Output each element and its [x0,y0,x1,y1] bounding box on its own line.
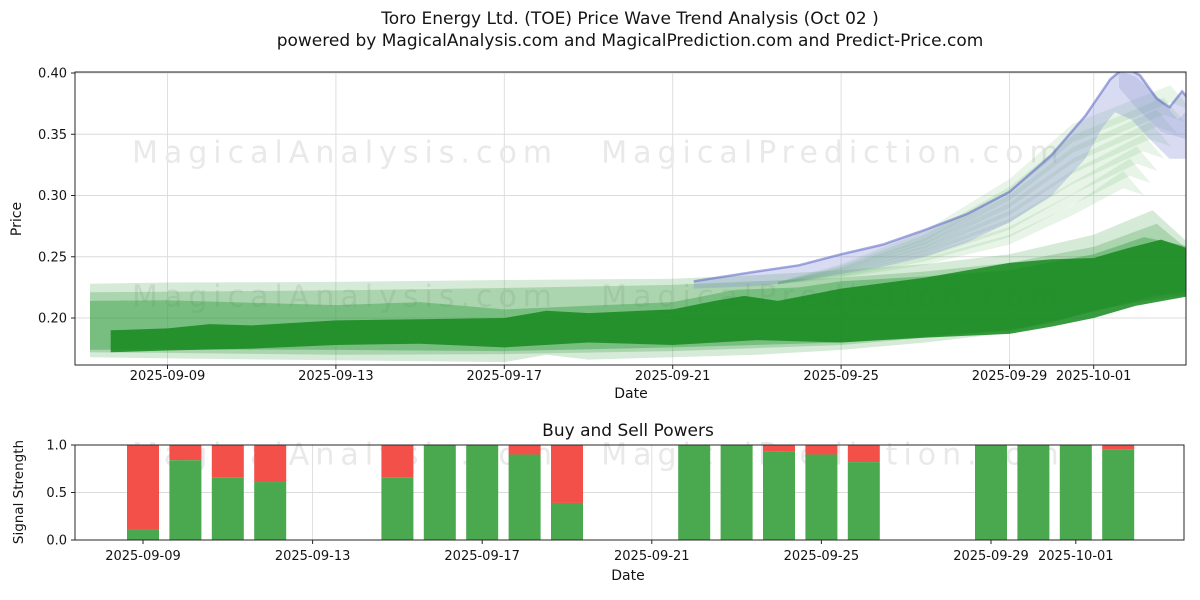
price-y-tick-label: 0.40 [38,67,67,82]
bar-sell-segment [847,445,880,463]
bar-buy-segment [1059,445,1092,540]
price-x-tick-label: 2025-09-29 [972,369,1048,384]
signal-y-tick-label: 0.0 [46,534,67,549]
signal-y-tick-label: 1.0 [46,439,67,454]
watermark-text: MagicalAnalysis.com [132,136,558,171]
bar-buy-segment [1017,445,1050,540]
price-axis-label: Price [9,202,25,236]
fan-projection-band [778,134,1165,285]
bar-buy-segment [423,445,456,540]
price-y-tick-label: 0.30 [38,189,67,204]
fan-projection-band [778,85,1186,285]
bar-buy-segment [508,454,541,540]
price-y-tick-label: 0.25 [38,250,67,265]
bar-buy-segment [127,529,159,540]
date-axis-label-bottom: Date [611,568,644,584]
bar-sell-segment [254,445,287,483]
price-fan-bands [90,72,1186,363]
bar-sell-segment [127,445,159,530]
bar-sell-segment [211,445,244,478]
fan-projection-band [778,109,1178,285]
bar-buy-segment [720,445,753,540]
fan-projection-band [778,158,1151,285]
core-band [110,239,1186,353]
bar-buy-segment [466,445,499,540]
bar-buy-segment [805,454,838,540]
fan-projection-band [778,97,1185,285]
figure-title-line2: powered by MagicalAnalysis.com and Magic… [277,31,984,51]
price-plot-border [74,71,1187,366]
watermark-text: MagicalPrediction.com [601,136,1065,171]
signal-x-tick-label: 2025-09-21 [614,549,690,564]
bar-buy-segment [763,451,795,540]
projection-blue-fold [1119,72,1186,140]
price-x-tick-label: 2025-09-13 [298,369,374,384]
bar-buy-segment [211,477,244,540]
signal-y-tick-label: 0.5 [46,486,67,501]
price-x-tick-label: 2025-09-25 [803,369,879,384]
bar-buy-segment [381,477,414,540]
signal-x-tick-label: 2025-09-29 [953,549,1029,564]
bar-buy-segment [254,482,287,540]
bar-sell-segment [381,445,414,478]
fan-projection-band [778,146,1158,285]
bar-buy-segment [551,502,583,540]
watermark-text: MagicalAnalysis.com [132,280,558,315]
signal-x-tick-label: 2025-09-17 [444,549,520,564]
price-x-tick-label: 2025-09-21 [635,369,711,384]
bar-buy-segment [678,445,711,540]
signal-x-tick-label: 2025-09-13 [275,549,351,564]
bar-buy-segment [847,462,880,540]
bar-buy-segment [975,445,1007,540]
signal-chart-title: Buy and Sell Powers [542,421,714,441]
signal-axis-label: Signal Strength [11,440,27,544]
price-x-tick-label: 2025-10-01 [1056,369,1132,384]
projection-blue-band [693,72,1186,289]
axes-spines-ticks [71,71,1187,544]
signal-x-tick-label: 2025-09-25 [784,549,860,564]
fan-projection-band [778,122,1172,285]
price-x-tick-label: 2025-09-09 [130,369,206,384]
bar-sell-segment [169,445,202,461]
figure-title-line1: Toro Energy Ltd. (TOE) Price Wave Trend … [380,9,879,29]
date-axis-label-top: Date [614,386,647,402]
price-y-tick-label: 0.35 [38,128,67,143]
signal-x-tick-label: 2025-10-01 [1038,549,1114,564]
bar-buy-segment [1102,449,1135,540]
fan-projection-band [778,171,1145,285]
price-x-tick-label: 2025-09-17 [467,369,543,384]
figure-text: Toro Energy Ltd. (TOE) Price Wave Trend … [9,9,1131,584]
bar-sell-segment [508,445,541,455]
signal-x-tick-label: 2025-09-09 [105,549,181,564]
bar-sell-segment [551,445,583,503]
signal-bars [127,445,1135,540]
bar-sell-segment [1102,445,1135,450]
projection-blue-edge [693,72,1186,283]
price-y-tick-label: 0.20 [38,312,67,327]
bar-sell-segment [805,445,838,455]
bar-buy-segment [169,460,202,540]
bar-sell-segment [763,445,795,452]
